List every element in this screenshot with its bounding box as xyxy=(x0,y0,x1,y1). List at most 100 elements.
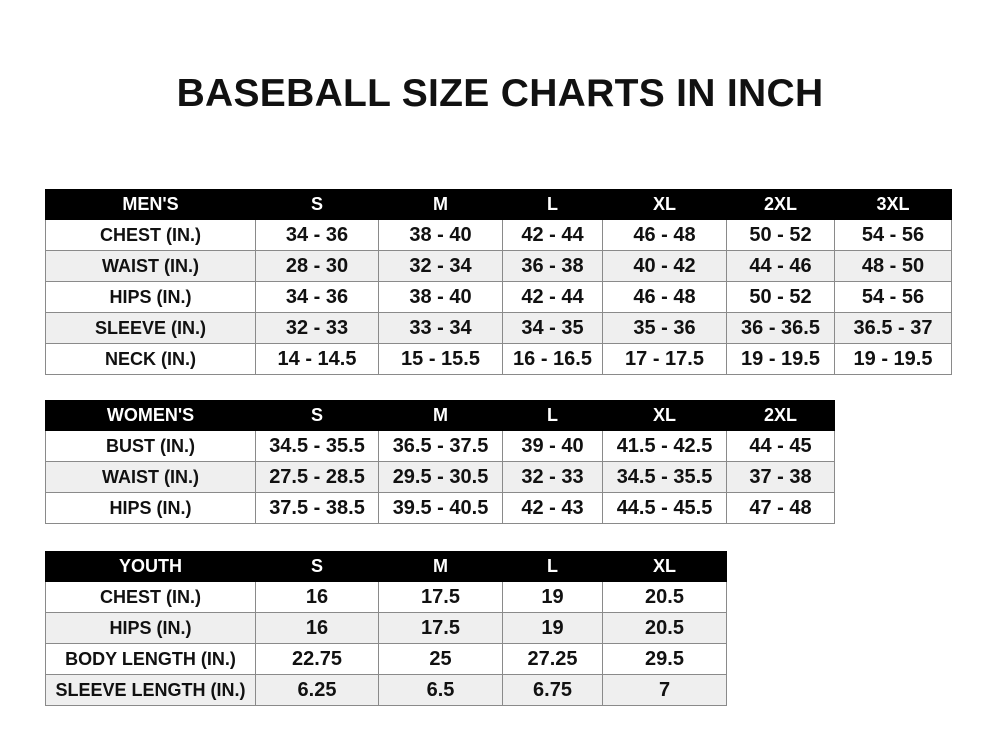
size-value: 17.5 xyxy=(378,612,503,644)
size-value: 39 - 40 xyxy=(502,430,603,462)
table-row: HIPS (IN.) 37.5 - 38.5 39.5 - 40.5 42 - 43 4… xyxy=(45,492,835,524)
size-value: 22.75 xyxy=(255,643,379,675)
size-value: 41.5 - 42.5 xyxy=(602,430,727,462)
measurement-label: SLEEVE LENGTH (IN.) xyxy=(45,674,256,706)
size-value: 36 - 38 xyxy=(502,250,603,282)
measurement-label: HIPS (IN.) xyxy=(45,492,256,524)
size-header: L xyxy=(502,551,603,582)
size-value: 44 - 46 xyxy=(726,250,835,282)
size-value: 54 - 56 xyxy=(834,281,952,313)
size-value: 27.25 xyxy=(502,643,603,675)
measurement-label: HIPS (IN.) xyxy=(45,281,256,313)
size-value: 48 - 50 xyxy=(834,250,952,282)
size-value: 34 - 35 xyxy=(502,312,603,344)
measurement-label: BODY LENGTH (IN.) xyxy=(45,643,256,675)
size-value: 36 - 36.5 xyxy=(726,312,835,344)
size-value: 16 xyxy=(255,581,379,613)
measurement-label: NECK (IN.) xyxy=(45,343,256,375)
size-value: 44 - 45 xyxy=(726,430,835,462)
size-value: 32 - 33 xyxy=(502,461,603,493)
size-value: 34.5 - 35.5 xyxy=(602,461,727,493)
table-row: NECK (IN.) 14 - 14.5 15 - 15.5 16 - 16.5 17 … xyxy=(45,343,952,375)
size-value: 20.5 xyxy=(602,612,727,644)
size-value: 19 xyxy=(502,612,603,644)
size-value: 38 - 40 xyxy=(378,281,503,313)
size-value: 39.5 - 40.5 xyxy=(378,492,503,524)
size-header: L xyxy=(502,189,603,220)
table-row: BUST (IN.) 34.5 - 35.5 36.5 - 37.5 39 - 40 4… xyxy=(45,430,835,462)
size-value: 16 - 16.5 xyxy=(502,343,603,375)
header-row: MEN'S S M L XL 2XL 3XL xyxy=(45,189,952,220)
size-value: 34.5 - 35.5 xyxy=(255,430,379,462)
size-value: 44.5 - 45.5 xyxy=(602,492,727,524)
size-value: 37 - 38 xyxy=(726,461,835,493)
size-value: 54 - 56 xyxy=(834,219,952,251)
measurement-label: WAIST (IN.) xyxy=(45,461,256,493)
size-header: 2XL xyxy=(726,400,835,431)
table-row: BODY LENGTH (IN.) 22.75 25 27.25 29.5 xyxy=(45,643,727,675)
size-header: 2XL xyxy=(726,189,835,220)
size-header: XL xyxy=(602,400,727,431)
table-row: SLEEVE LENGTH (IN.) 6.25 6.5 6.75 7 xyxy=(45,674,727,706)
size-value: 34 - 36 xyxy=(255,281,379,313)
size-value: 17.5 xyxy=(378,581,503,613)
size-value: 38 - 40 xyxy=(378,219,503,251)
size-header: M xyxy=(378,551,503,582)
size-value: 6.25 xyxy=(255,674,379,706)
size-value: 29.5 xyxy=(602,643,727,675)
size-value: 16 xyxy=(255,612,379,644)
size-value: 29.5 - 30.5 xyxy=(378,461,503,493)
size-value: 14 - 14.5 xyxy=(255,343,379,375)
size-value: 36.5 - 37.5 xyxy=(378,430,503,462)
size-value: 42 - 44 xyxy=(502,219,603,251)
measurement-label: HIPS (IN.) xyxy=(45,612,256,644)
size-header: XL xyxy=(602,189,727,220)
size-value: 37.5 - 38.5 xyxy=(255,492,379,524)
size-header: M xyxy=(378,400,503,431)
size-header: S xyxy=(255,189,379,220)
size-value: 46 - 48 xyxy=(602,219,727,251)
size-value: 7 xyxy=(602,674,727,706)
size-header: L xyxy=(502,400,603,431)
page-title: BASEBALL SIZE CHARTS IN INCH xyxy=(176,72,824,115)
measurement-label: CHEST (IN.) xyxy=(45,581,256,613)
size-value: 46 - 48 xyxy=(602,281,727,313)
size-value: 35 - 36 xyxy=(602,312,727,344)
size-value: 40 - 42 xyxy=(602,250,727,282)
table-row: HIPS (IN.) 34 - 36 38 - 40 42 - 44 46 - 48 50… xyxy=(45,281,952,313)
table-row: WAIST (IN.) 28 - 30 32 - 34 36 - 38 40 - 42 4… xyxy=(45,250,952,282)
category-header: WOMEN'S xyxy=(45,400,256,431)
category-header: YOUTH xyxy=(45,551,256,582)
size-value: 27.5 - 28.5 xyxy=(255,461,379,493)
size-value: 6.75 xyxy=(502,674,603,706)
header-row: YOUTH S M L XL xyxy=(45,551,727,582)
size-header: M xyxy=(378,189,503,220)
size-value: 19 - 19.5 xyxy=(726,343,835,375)
size-value: 34 - 36 xyxy=(255,219,379,251)
size-value: 19 - 19.5 xyxy=(834,343,952,375)
measurement-label: WAIST (IN.) xyxy=(45,250,256,282)
category-header: MEN'S xyxy=(45,189,256,220)
size-value: 42 - 44 xyxy=(502,281,603,313)
size-value: 33 - 34 xyxy=(378,312,503,344)
size-header: XL xyxy=(602,551,727,582)
size-value: 50 - 52 xyxy=(726,219,835,251)
size-value: 32 - 34 xyxy=(378,250,503,282)
size-header: S xyxy=(255,400,379,431)
size-value: 19 xyxy=(502,581,603,613)
size-value: 25 xyxy=(378,643,503,675)
measurement-label: SLEEVE (IN.) xyxy=(45,312,256,344)
womens-size-table: WOMEN'S S M L XL 2XL BUST (IN.) 34.5 - 35.5 36.5… xyxy=(45,400,835,524)
mens-size-table: MEN'S S M L XL 2XL 3XL CHEST (IN.) 34 - 36 38 - 4… xyxy=(45,189,952,375)
youth-size-table: YOUTH S M L XL CHEST (IN.) 16 17.5 19 20.5 HIPS (I… xyxy=(45,551,727,706)
size-value: 50 - 52 xyxy=(726,281,835,313)
size-value: 32 - 33 xyxy=(255,312,379,344)
measurement-label: CHEST (IN.) xyxy=(45,219,256,251)
size-value: 47 - 48 xyxy=(726,492,835,524)
size-value: 42 - 43 xyxy=(502,492,603,524)
size-value: 20.5 xyxy=(602,581,727,613)
size-value: 15 - 15.5 xyxy=(378,343,503,375)
table-row: HIPS (IN.) 16 17.5 19 20.5 xyxy=(45,612,727,644)
size-header: S xyxy=(255,551,379,582)
size-value: 28 - 30 xyxy=(255,250,379,282)
